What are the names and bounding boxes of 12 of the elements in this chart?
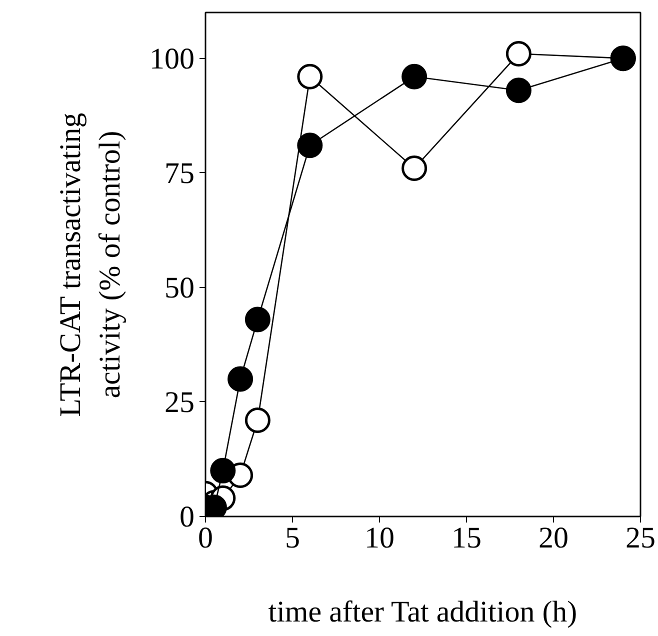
x-tick-label: 15 bbox=[452, 522, 482, 554]
x-axis-title: time after Tat addition (h) bbox=[268, 596, 578, 628]
x-tick-label: 5 bbox=[285, 522, 300, 554]
y-tick-label: 100 bbox=[150, 42, 194, 76]
x-tick-label: 20 bbox=[538, 522, 568, 554]
y-tick-label: 50 bbox=[164, 271, 194, 304]
x-tick-label: 25 bbox=[626, 522, 656, 554]
y-axis-title: LTR-CAT transactivating activity (% of control) bbox=[54, 112, 126, 417]
y-tick-label: 75 bbox=[164, 156, 194, 190]
y-tick-label: 25 bbox=[164, 386, 194, 419]
y-tick-label: 0 bbox=[180, 500, 194, 534]
x-tick-label: 10 bbox=[364, 522, 394, 554]
